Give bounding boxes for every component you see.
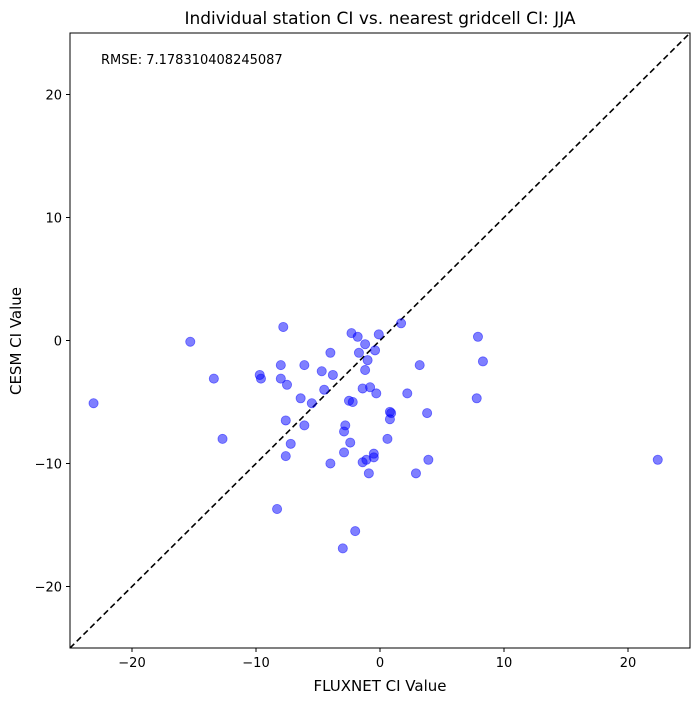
x-tick-label: −10 [242, 656, 269, 671]
data-point [278, 321, 289, 332]
data-point [347, 396, 358, 407]
data-point [472, 331, 483, 342]
data-point [306, 398, 317, 409]
x-tick-label: 20 [620, 656, 637, 671]
data-point [325, 458, 336, 469]
data-point [272, 504, 283, 515]
plot-area: −20 −10 0 10 20 −20 −10 0 10 20 [35, 32, 691, 671]
data-point [368, 452, 379, 463]
data-point [652, 454, 663, 465]
data-point [365, 382, 376, 393]
data-point [217, 433, 228, 444]
y-tick-label: 0 [54, 335, 62, 350]
data-point [285, 438, 296, 449]
data-point [185, 336, 196, 347]
data-point [362, 355, 373, 366]
data-point [280, 451, 291, 462]
data-point [325, 347, 336, 358]
y-tick-label: 20 [45, 89, 62, 104]
data-point [373, 329, 384, 340]
reference-line-y-equals-x [70, 33, 690, 648]
data-point [337, 543, 348, 554]
rmse-annotation: RMSE: 7.178310408245087 [101, 53, 283, 68]
data-point [363, 468, 374, 479]
y-tick-label: −10 [35, 458, 62, 473]
data-point [471, 393, 482, 404]
data-point [327, 369, 338, 380]
data-point [382, 433, 393, 444]
data-point [345, 437, 356, 448]
y-tick-label: 10 [45, 212, 62, 227]
data-point [295, 393, 306, 404]
data-point [275, 373, 286, 384]
data-point [299, 420, 310, 431]
data-point [423, 454, 434, 465]
x-tick-label: −20 [118, 656, 145, 671]
data-point [414, 360, 425, 371]
data-point [360, 365, 371, 376]
y-axis-label: CESM CI Value [7, 287, 25, 395]
data-point [299, 360, 310, 371]
data-point [339, 447, 350, 458]
data-point [370, 345, 381, 356]
data-point [316, 366, 327, 377]
data-point [402, 388, 413, 399]
data-point [371, 388, 382, 399]
data-point [275, 360, 286, 371]
x-tick-label: 10 [496, 656, 513, 671]
data-point [410, 468, 421, 479]
data-point [384, 414, 395, 425]
data-point [360, 339, 371, 350]
data-point [350, 526, 361, 537]
chart-title: Individual station CI vs. nearest gridce… [184, 9, 575, 29]
data-point [396, 318, 407, 329]
x-tick-label: 0 [376, 656, 384, 671]
data-point [88, 398, 99, 409]
data-point [353, 347, 364, 358]
data-point [352, 331, 363, 342]
data-point [281, 379, 292, 390]
data-point [477, 356, 488, 367]
data-point [255, 373, 266, 384]
data-point [319, 384, 330, 395]
data-point [280, 415, 291, 426]
x-axis-label: FLUXNET CI Value [314, 677, 447, 695]
data-point [422, 408, 433, 419]
y-tick-label: −20 [35, 581, 62, 596]
data-point [339, 426, 350, 437]
data-point [208, 373, 219, 384]
